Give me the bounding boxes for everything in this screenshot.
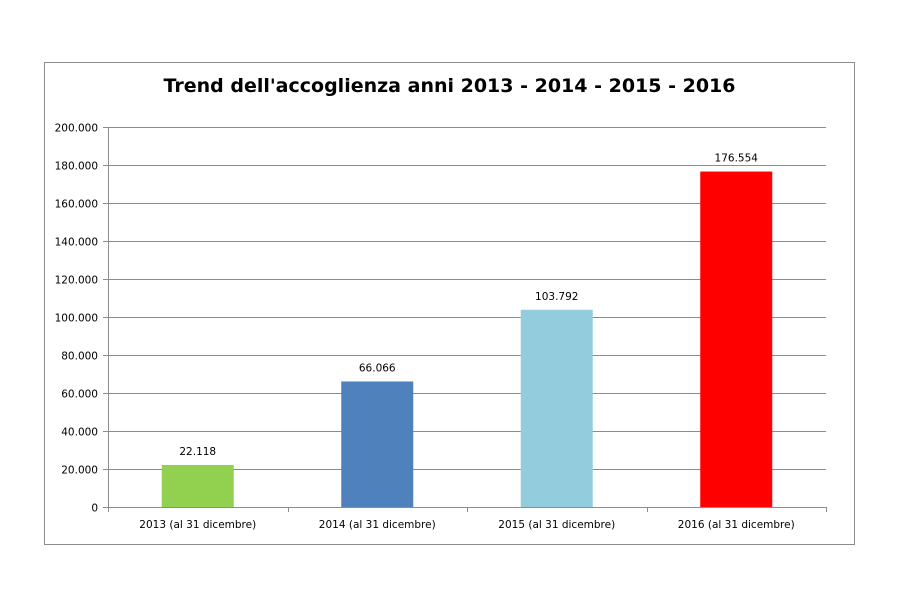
x-tick-label: 2016 (al 31 dicembre) — [678, 519, 795, 531]
bar — [520, 309, 593, 507]
data-label: 176.554 — [715, 153, 759, 165]
y-tick-label: 140.000 — [55, 237, 98, 249]
y-tick-label: 160.000 — [55, 199, 98, 211]
bar — [161, 464, 234, 507]
data-label: 66.066 — [359, 362, 396, 374]
y-tick-label: 60.000 — [61, 389, 98, 401]
chart-frame — [44, 62, 855, 545]
chart-title: Trend dell'accoglienza anni 2013 - 2014 … — [163, 75, 736, 97]
y-tick-label: 0 — [91, 503, 98, 515]
data-label: 22.118 — [179, 446, 216, 458]
x-tick-label: 2013 (al 31 dicembre) — [139, 519, 256, 531]
x-tick-label: 2014 (al 31 dicembre) — [319, 519, 436, 531]
y-tick-label: 40.000 — [61, 427, 98, 439]
y-tick-label: 80.000 — [61, 351, 98, 363]
y-tick-label: 100.000 — [55, 313, 98, 325]
y-tick-label: 180.000 — [55, 161, 98, 173]
y-tick-label: 120.000 — [55, 275, 98, 287]
data-label: 103.792 — [535, 291, 578, 303]
bar — [341, 381, 414, 507]
y-tick-label: 200.000 — [55, 123, 98, 135]
y-tick-label: 20.000 — [61, 465, 98, 477]
x-tick-label: 2015 (al 31 dicembre) — [498, 519, 615, 531]
bar — [700, 171, 773, 507]
